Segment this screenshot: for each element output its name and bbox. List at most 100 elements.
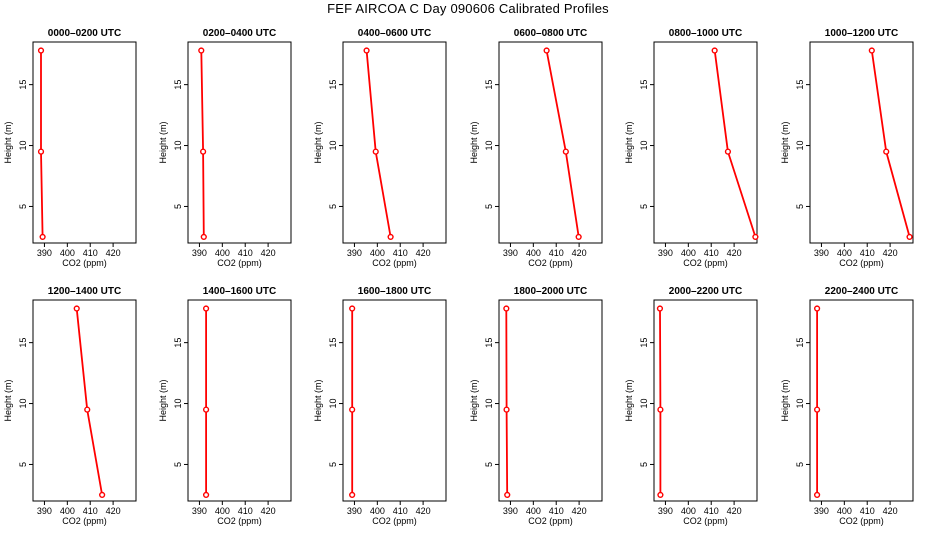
plot-frame <box>498 299 603 502</box>
y-tick-label: 15 <box>639 80 649 90</box>
panel-title: 1200–1400 UTC <box>48 286 121 297</box>
plot-frame <box>342 299 447 502</box>
data-point <box>37 47 45 54</box>
x-tick-label: 390 <box>503 248 518 258</box>
x-tick-label: 410 <box>549 248 564 258</box>
panel-title: 2200–2400 UTC <box>825 286 898 297</box>
panel-title: 0000–0200 UTC <box>48 28 121 39</box>
y-tick-label: 15 <box>484 80 494 90</box>
y-axis-label: Height (m) <box>624 379 634 421</box>
x-tick-label: 400 <box>526 248 541 258</box>
x-tick-label: 390 <box>658 248 673 258</box>
profile-line <box>365 50 392 238</box>
y-tick-label: 10 <box>173 141 183 151</box>
x-axis-label: CO2 (ppm) <box>372 258 417 268</box>
panel-title: 0400–0600 UTC <box>358 28 431 39</box>
x-tick-label: 400 <box>837 248 852 258</box>
y-tick-label: 5 <box>173 204 183 209</box>
x-tick-label: 390 <box>37 248 52 258</box>
y-axis-label: Height (m) <box>313 121 323 163</box>
data-point <box>883 148 890 155</box>
x-axis-label: CO2 (ppm) <box>217 516 262 526</box>
y-tick-label: 15 <box>328 338 338 348</box>
data-point <box>349 406 356 413</box>
x-tick-label: 410 <box>83 506 98 516</box>
x-tick-label: 400 <box>215 248 230 258</box>
data-point <box>711 47 718 54</box>
x-tick-label: 420 <box>572 506 587 516</box>
x-axis-label: CO2 (ppm) <box>839 516 884 526</box>
y-tick-label: 15 <box>328 80 338 90</box>
panel-title: 0200–0400 UTC <box>203 28 276 39</box>
y-tick-label: 5 <box>795 462 805 467</box>
y-axis-label: Height (m) <box>469 121 479 163</box>
x-tick-label: 400 <box>60 506 75 516</box>
panel-title: 1400–1600 UTC <box>203 286 276 297</box>
panel-title: 1800–2000 UTC <box>514 286 587 297</box>
y-tick-label: 5 <box>639 204 649 209</box>
x-tick-label: 390 <box>192 506 207 516</box>
x-tick-label: 390 <box>503 506 518 516</box>
data-point <box>349 305 356 312</box>
y-tick-label: 10 <box>795 399 805 409</box>
panel-title: 1000–1200 UTC <box>825 28 898 39</box>
data-point <box>37 148 45 155</box>
plot-frame <box>809 299 914 502</box>
y-tick-label: 5 <box>173 462 183 467</box>
y-tick-label: 5 <box>18 204 28 209</box>
x-axis-label: CO2 (ppm) <box>528 516 573 526</box>
data-point <box>813 305 821 312</box>
plot-frame <box>498 41 603 244</box>
x-tick-label: 390 <box>658 506 673 516</box>
profile-line <box>75 308 103 496</box>
data-point <box>372 148 379 155</box>
y-axis-label: Height (m) <box>313 379 323 421</box>
x-tick-label: 420 <box>106 506 121 516</box>
y-tick-label: 10 <box>328 141 338 151</box>
data-point <box>503 406 510 413</box>
x-tick-label: 410 <box>238 506 253 516</box>
x-tick-label: 410 <box>704 506 719 516</box>
data-point <box>657 406 664 413</box>
x-tick-label: 410 <box>238 248 253 258</box>
x-tick-label: 420 <box>883 506 898 516</box>
y-axis-label: Height (m) <box>780 379 790 421</box>
profile-line <box>545 50 580 238</box>
y-tick-label: 5 <box>18 462 28 467</box>
data-point <box>202 305 210 312</box>
y-tick-label: 10 <box>639 399 649 409</box>
x-tick-label: 400 <box>837 506 852 516</box>
x-axis-label: CO2 (ppm) <box>839 258 884 268</box>
data-point <box>724 148 732 155</box>
data-point <box>752 233 759 241</box>
plot-frame <box>809 41 914 244</box>
x-tick-label: 390 <box>347 248 362 258</box>
x-tick-label: 390 <box>192 248 207 258</box>
data-point <box>813 406 821 413</box>
panel-title: 1600–1800 UTC <box>358 286 431 297</box>
plot-frame <box>187 41 292 244</box>
y-tick-label: 10 <box>18 141 28 151</box>
y-axis-label: Height (m) <box>624 121 634 163</box>
y-axis-label: Height (m) <box>158 121 168 163</box>
x-tick-label: 420 <box>416 506 431 516</box>
x-axis-label: CO2 (ppm) <box>528 258 573 268</box>
x-tick-label: 420 <box>416 248 431 258</box>
data-point <box>562 148 569 155</box>
profile-line <box>40 50 44 237</box>
y-tick-label: 10 <box>795 141 805 151</box>
y-tick-label: 10 <box>328 399 338 409</box>
y-tick-label: 5 <box>484 204 494 209</box>
x-axis-label: CO2 (ppm) <box>62 258 107 268</box>
data-point <box>906 233 913 241</box>
data-point <box>39 233 46 241</box>
plot-frame <box>653 299 758 502</box>
profile-line <box>713 50 757 238</box>
x-tick-label: 400 <box>370 506 385 516</box>
